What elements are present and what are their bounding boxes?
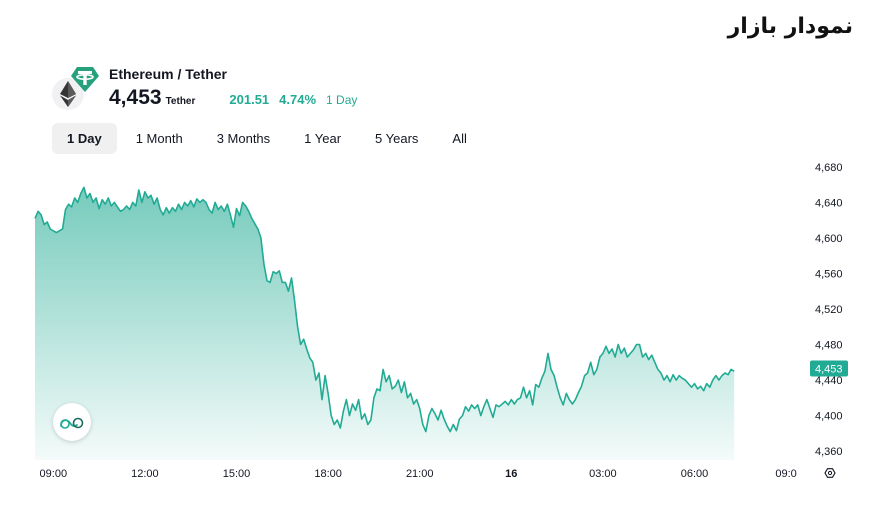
price-row: 4,453 Tether 201.51 4.74% 1 Day bbox=[109, 86, 357, 110]
price-area-fill bbox=[35, 187, 735, 461]
page-title: نمودار بازار bbox=[727, 14, 853, 39]
price-change-percent: 4.74% bbox=[279, 92, 317, 107]
price-change-absolute: 201.51 bbox=[229, 92, 270, 107]
y-tick-label: 4,480 bbox=[815, 340, 843, 352]
x-tick-label: 18:00 bbox=[314, 468, 342, 480]
current-price-marker: 4,453 bbox=[810, 360, 848, 377]
tab-all[interactable]: All bbox=[452, 131, 467, 146]
y-tick-label: 4,600 bbox=[815, 233, 843, 245]
price-value: 4,453 bbox=[109, 86, 162, 109]
x-tick-label: 09:0 bbox=[775, 468, 796, 480]
pair-name: Ethereum / Tether bbox=[109, 66, 227, 82]
tab-1-year[interactable]: 1 Year bbox=[304, 131, 342, 146]
x-axis: 09:00 12:00 15:00 18:00 21:00 16 03:00 06:00 09:… bbox=[40, 468, 797, 480]
tab-1-day[interactable]: 1 Day bbox=[52, 123, 117, 154]
y-axis: 4,680 4,640 4,600 4,560 4,520 4,480 4,440 4,400… bbox=[815, 162, 843, 458]
tab-5-years[interactable]: 5 Years bbox=[375, 131, 419, 146]
y-tick-label: 4,520 bbox=[815, 304, 843, 316]
y-tick-label: 4,440 bbox=[815, 375, 843, 387]
pair-header: Ethereum / Tether 4,453 Tether 201.51 4.… bbox=[52, 62, 452, 118]
watermark-logo-icon bbox=[53, 403, 91, 441]
chart-settings-icon[interactable] bbox=[824, 468, 836, 478]
x-tick-label: 12:00 bbox=[131, 468, 159, 480]
price-chart[interactable]: 4,680 4,640 4,600 4,560 4,520 4,480 4,440 4,400… bbox=[0, 150, 893, 490]
x-tick-label: 15:00 bbox=[223, 468, 251, 480]
tab-1-month[interactable]: 1 Month bbox=[135, 131, 183, 146]
x-tick-label: 03:00 bbox=[589, 468, 617, 480]
tab-3-months[interactable]: 3 Months bbox=[216, 131, 271, 146]
price-line bbox=[34, 186, 735, 433]
timeframe-tabs: 1 Day 1 Month 3 Months 1 Year 5 Years Al… bbox=[52, 123, 486, 154]
x-tick-label: 21:00 bbox=[406, 468, 434, 480]
y-tick-label: 4,400 bbox=[815, 411, 843, 423]
y-tick-label: 4,360 bbox=[815, 446, 843, 458]
x-tick-label: 16 bbox=[505, 468, 517, 480]
y-tick-label: 4,560 bbox=[815, 268, 843, 280]
y-tick-label: 4,640 bbox=[815, 197, 843, 209]
price-change-period: 1 Day bbox=[326, 93, 358, 107]
current-price-label: 4,453 bbox=[815, 364, 843, 376]
current-price-label-bg bbox=[810, 360, 848, 377]
tether-icon bbox=[70, 64, 100, 94]
x-tick-label: 09:00 bbox=[40, 468, 68, 480]
x-tick-label: 06:00 bbox=[681, 468, 709, 480]
y-tick-label: 4,680 bbox=[815, 162, 843, 174]
price-unit: Tether bbox=[165, 96, 196, 107]
